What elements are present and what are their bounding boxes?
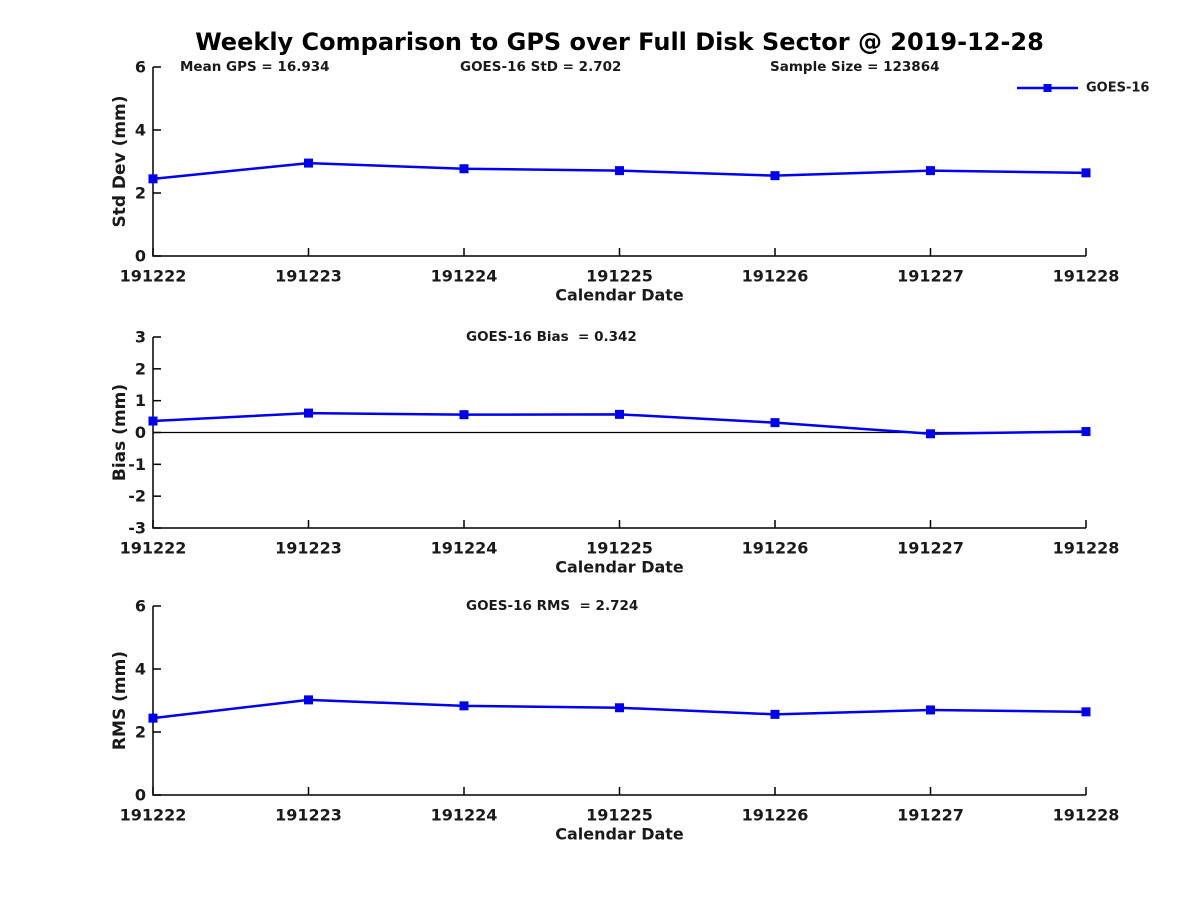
data-point-marker bbox=[459, 410, 469, 420]
y-tick-label: -1 bbox=[128, 455, 146, 474]
x-tick-label: 191228 bbox=[1053, 806, 1120, 825]
data-point-marker bbox=[304, 408, 313, 418]
y-tick-label: 0 bbox=[135, 786, 146, 805]
data-point-marker bbox=[770, 171, 780, 181]
x-tick-label: 191224 bbox=[431, 539, 498, 558]
x-tick-label: 191225 bbox=[586, 267, 653, 286]
y-tick-label: 6 bbox=[135, 58, 146, 77]
legend-label: GOES-16 bbox=[1086, 81, 1149, 96]
data-point-marker bbox=[1081, 427, 1091, 437]
y-tick-label: 6 bbox=[135, 597, 146, 616]
axis-spines bbox=[152, 67, 1086, 257]
x-tick-label: 191225 bbox=[586, 806, 653, 825]
x-tick-label: 191225 bbox=[586, 539, 653, 558]
annotation: GOES-16 StD = 2.702 bbox=[460, 59, 621, 75]
y-axis-label: RMS (mm) bbox=[110, 651, 130, 750]
x-tick-label: 191222 bbox=[120, 267, 187, 286]
data-point-marker bbox=[459, 701, 469, 711]
x-axis-label: Calendar Date bbox=[555, 825, 684, 844]
x-axis-label: Calendar Date bbox=[555, 558, 684, 577]
x-tick-label: 191223 bbox=[275, 806, 342, 825]
data-point-marker bbox=[304, 695, 313, 705]
data-point-marker bbox=[148, 416, 158, 426]
y-tick-label: 4 bbox=[135, 660, 146, 679]
data-point-marker bbox=[615, 166, 624, 176]
x-tick-label: 191228 bbox=[1053, 267, 1120, 286]
data-point-marker bbox=[148, 174, 158, 184]
x-tick-label: 191224 bbox=[431, 267, 498, 286]
y-tick-label: 0 bbox=[135, 247, 146, 266]
x-tick-label: 191227 bbox=[897, 267, 964, 286]
data-point-marker bbox=[770, 418, 780, 428]
y-tick-label: 2 bbox=[135, 359, 146, 378]
x-tick-label: 191226 bbox=[742, 267, 809, 286]
x-tick-label: 191224 bbox=[431, 806, 498, 825]
data-point-marker bbox=[926, 705, 935, 715]
x-tick-label: 191227 bbox=[897, 806, 964, 825]
x-axis-label: Calendar Date bbox=[555, 286, 684, 305]
y-tick-label: 2 bbox=[135, 184, 146, 203]
y-tick-label: 4 bbox=[135, 121, 146, 140]
data-point-marker bbox=[1081, 168, 1091, 178]
x-tick-label: 191226 bbox=[742, 539, 809, 558]
x-tick-label: 191226 bbox=[742, 806, 809, 825]
x-tick-label: 191222 bbox=[120, 806, 187, 825]
data-point-marker bbox=[148, 713, 158, 723]
y-tick-label: 3 bbox=[135, 328, 146, 347]
data-point-marker bbox=[770, 709, 780, 719]
annotation: GOES-16 RMS = 2.724 bbox=[466, 598, 638, 614]
data-point-marker bbox=[1081, 707, 1091, 717]
data-point-marker bbox=[459, 164, 469, 174]
y-tick-label: 2 bbox=[135, 723, 146, 742]
x-tick-label: 191227 bbox=[897, 539, 964, 558]
x-tick-label: 191228 bbox=[1053, 539, 1120, 558]
y-tick-label: -3 bbox=[128, 519, 146, 538]
annotation: Mean GPS = 16.934 bbox=[180, 59, 330, 75]
legend-marker-icon bbox=[1043, 84, 1052, 92]
x-tick-label: 191223 bbox=[275, 539, 342, 558]
chart-title: Weekly Comparison to GPS over Full Disk … bbox=[195, 28, 1044, 56]
annotation: GOES-16 Bias = 0.342 bbox=[466, 329, 637, 345]
data-point-marker bbox=[304, 158, 313, 168]
data-point-marker bbox=[926, 166, 935, 176]
y-axis-label: Bias (mm) bbox=[110, 384, 130, 481]
data-point-marker bbox=[926, 429, 935, 439]
y-tick-label: 0 bbox=[135, 423, 146, 442]
data-point-marker bbox=[615, 703, 624, 713]
y-axis-label: Std Dev (mm) bbox=[110, 95, 130, 227]
y-tick-label: -2 bbox=[128, 487, 146, 506]
x-tick-label: 191222 bbox=[120, 539, 187, 558]
y-tick-label: 1 bbox=[135, 391, 146, 410]
x-tick-label: 191223 bbox=[275, 267, 342, 286]
annotation: Sample Size = 123864 bbox=[770, 59, 939, 75]
data-point-marker bbox=[615, 409, 624, 419]
